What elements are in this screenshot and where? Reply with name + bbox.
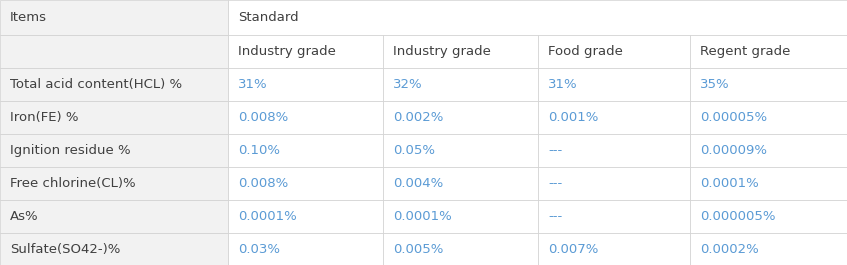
Bar [538, 233, 690, 265]
Bar [0, 101, 228, 134]
Text: As%: As% [10, 210, 39, 223]
Bar [0, 0, 228, 35]
Text: Ignition residue %: Ignition residue % [10, 144, 130, 157]
Text: Total acid content(HCL) %: Total acid content(HCL) % [10, 78, 182, 91]
Bar [383, 35, 538, 68]
Text: 0.001%: 0.001% [548, 111, 598, 124]
Bar [690, 35, 847, 68]
Text: 0.0001%: 0.0001% [393, 210, 451, 223]
Text: Food grade: Food grade [548, 45, 623, 58]
Bar [690, 68, 847, 101]
Bar [690, 134, 847, 167]
Bar [383, 200, 538, 233]
Text: 0.03%: 0.03% [238, 243, 280, 256]
Text: 0.008%: 0.008% [238, 111, 288, 124]
Text: 0.000005%: 0.000005% [700, 210, 776, 223]
Bar [538, 167, 690, 200]
Bar [538, 68, 690, 101]
Text: Industry grade: Industry grade [238, 45, 336, 58]
Bar [538, 35, 690, 68]
Text: Regent grade: Regent grade [700, 45, 790, 58]
Text: ---: --- [548, 210, 562, 223]
Bar [228, 68, 383, 101]
Bar [690, 233, 847, 265]
Bar [690, 200, 847, 233]
Text: Industry grade: Industry grade [393, 45, 491, 58]
Bar [0, 68, 228, 101]
Text: 0.004%: 0.004% [393, 177, 443, 190]
Bar [228, 167, 383, 200]
Text: 0.10%: 0.10% [238, 144, 280, 157]
Bar [228, 101, 383, 134]
Bar [0, 35, 228, 68]
Text: 0.007%: 0.007% [548, 243, 598, 256]
Bar [538, 134, 690, 167]
Bar [383, 68, 538, 101]
Text: 0.00009%: 0.00009% [700, 144, 767, 157]
Text: Sulfate(SO42-)%: Sulfate(SO42-)% [10, 243, 120, 256]
Text: 0.008%: 0.008% [238, 177, 288, 190]
Text: Standard: Standard [238, 11, 299, 24]
Text: 0.0002%: 0.0002% [700, 243, 759, 256]
Bar [228, 134, 383, 167]
Bar [228, 0, 847, 35]
Bar [383, 233, 538, 265]
Text: 0.0001%: 0.0001% [700, 177, 759, 190]
Bar [383, 167, 538, 200]
Text: 35%: 35% [700, 78, 729, 91]
Bar [0, 233, 228, 265]
Bar [228, 233, 383, 265]
Text: 0.005%: 0.005% [393, 243, 443, 256]
Text: ---: --- [548, 144, 562, 157]
Text: 0.05%: 0.05% [393, 144, 435, 157]
Text: Iron(FE) %: Iron(FE) % [10, 111, 79, 124]
Bar [383, 134, 538, 167]
Bar [538, 200, 690, 233]
Text: 0.00005%: 0.00005% [700, 111, 767, 124]
Text: ---: --- [548, 177, 562, 190]
Text: 31%: 31% [238, 78, 268, 91]
Bar [0, 200, 228, 233]
Text: Free chlorine(CL)%: Free chlorine(CL)% [10, 177, 136, 190]
Text: 31%: 31% [548, 78, 578, 91]
Bar [690, 101, 847, 134]
Bar [538, 101, 690, 134]
Bar [0, 134, 228, 167]
Bar [383, 101, 538, 134]
Text: 0.0001%: 0.0001% [238, 210, 296, 223]
Bar [690, 167, 847, 200]
Text: 32%: 32% [393, 78, 423, 91]
Text: Items: Items [10, 11, 47, 24]
Bar [228, 200, 383, 233]
Bar [0, 167, 228, 200]
Text: 0.002%: 0.002% [393, 111, 443, 124]
Bar [228, 35, 383, 68]
